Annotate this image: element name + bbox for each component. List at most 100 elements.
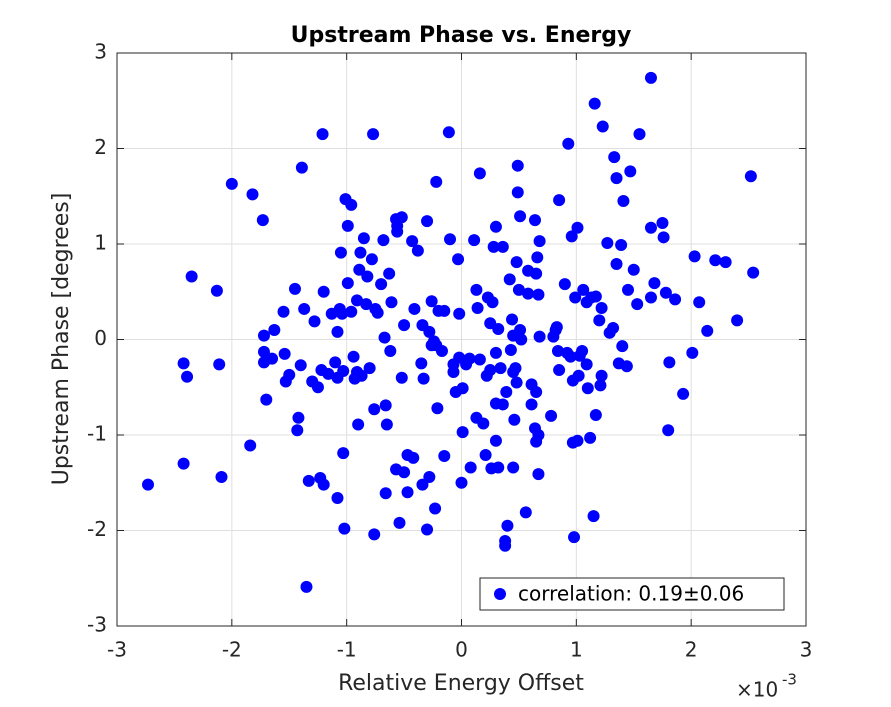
point	[747, 266, 760, 279]
point	[322, 367, 335, 380]
point	[257, 329, 270, 342]
point	[354, 246, 367, 259]
point	[379, 399, 392, 412]
point	[510, 256, 523, 269]
point	[484, 364, 497, 377]
point	[532, 288, 545, 301]
point	[633, 128, 646, 141]
point	[316, 128, 329, 141]
point	[589, 290, 602, 303]
point	[610, 258, 623, 271]
point	[596, 120, 609, 133]
point	[337, 447, 350, 460]
point	[444, 233, 457, 246]
point	[283, 368, 296, 381]
point	[357, 232, 370, 245]
point	[406, 235, 419, 248]
point	[442, 126, 455, 139]
point	[431, 402, 444, 415]
point	[608, 151, 621, 164]
point	[644, 71, 657, 84]
point	[616, 340, 629, 353]
point	[377, 234, 390, 247]
point	[508, 413, 521, 426]
point	[531, 251, 544, 264]
point	[509, 362, 522, 375]
x-tick-label: 0	[455, 638, 468, 662]
x-multiplier-power: -3	[782, 671, 797, 689]
x-tick-label: -1	[337, 638, 357, 662]
point	[562, 137, 575, 150]
point	[331, 492, 344, 505]
legend-marker	[494, 588, 506, 600]
point	[385, 296, 398, 309]
point	[644, 291, 657, 304]
point	[363, 362, 376, 375]
point	[533, 235, 546, 248]
point	[532, 429, 545, 441]
point	[496, 398, 509, 411]
point	[595, 301, 608, 314]
point	[528, 214, 541, 227]
x-tick-label: -2	[222, 638, 242, 662]
point	[504, 344, 517, 357]
point	[514, 210, 527, 223]
point	[496, 240, 509, 253]
point	[550, 321, 563, 334]
legend-label: correlation: 0.19±0.06	[518, 582, 744, 606]
point	[408, 302, 421, 315]
point	[601, 237, 614, 250]
point	[515, 333, 528, 346]
point	[456, 382, 469, 395]
point	[302, 474, 315, 487]
point	[588, 97, 601, 110]
point	[455, 476, 468, 489]
point	[657, 231, 670, 244]
point	[456, 426, 469, 439]
point	[620, 360, 633, 373]
point	[416, 478, 429, 491]
y-tick-label: 1	[94, 231, 107, 255]
point	[500, 386, 513, 399]
point	[338, 522, 351, 535]
point	[268, 323, 281, 336]
point	[627, 263, 640, 276]
point	[215, 471, 228, 484]
point	[719, 256, 732, 269]
point	[551, 344, 564, 357]
point	[471, 301, 484, 314]
point	[510, 376, 523, 389]
point	[519, 506, 532, 519]
point	[423, 471, 436, 484]
point	[464, 461, 477, 474]
point	[506, 313, 519, 326]
point	[663, 356, 676, 369]
point	[503, 273, 516, 286]
x-tick-label: 1	[570, 638, 583, 662]
point	[492, 322, 505, 335]
point	[435, 344, 448, 357]
point	[181, 370, 194, 383]
x-tick-label: 3	[800, 638, 813, 662]
point	[337, 365, 350, 378]
point	[530, 386, 543, 399]
point	[511, 186, 524, 199]
point	[380, 418, 393, 431]
point	[487, 240, 500, 253]
point	[489, 220, 502, 233]
point	[492, 461, 505, 474]
point	[401, 486, 414, 499]
point	[278, 347, 291, 360]
point	[468, 234, 481, 247]
point	[378, 331, 391, 344]
point	[368, 528, 381, 541]
chart-title: Upstream Phase vs. Energy	[291, 23, 632, 48]
point	[530, 267, 543, 280]
point	[371, 306, 384, 319]
legend-box	[479, 577, 785, 611]
point	[622, 283, 635, 296]
point	[512, 283, 525, 296]
point	[533, 330, 546, 343]
point	[569, 291, 582, 304]
